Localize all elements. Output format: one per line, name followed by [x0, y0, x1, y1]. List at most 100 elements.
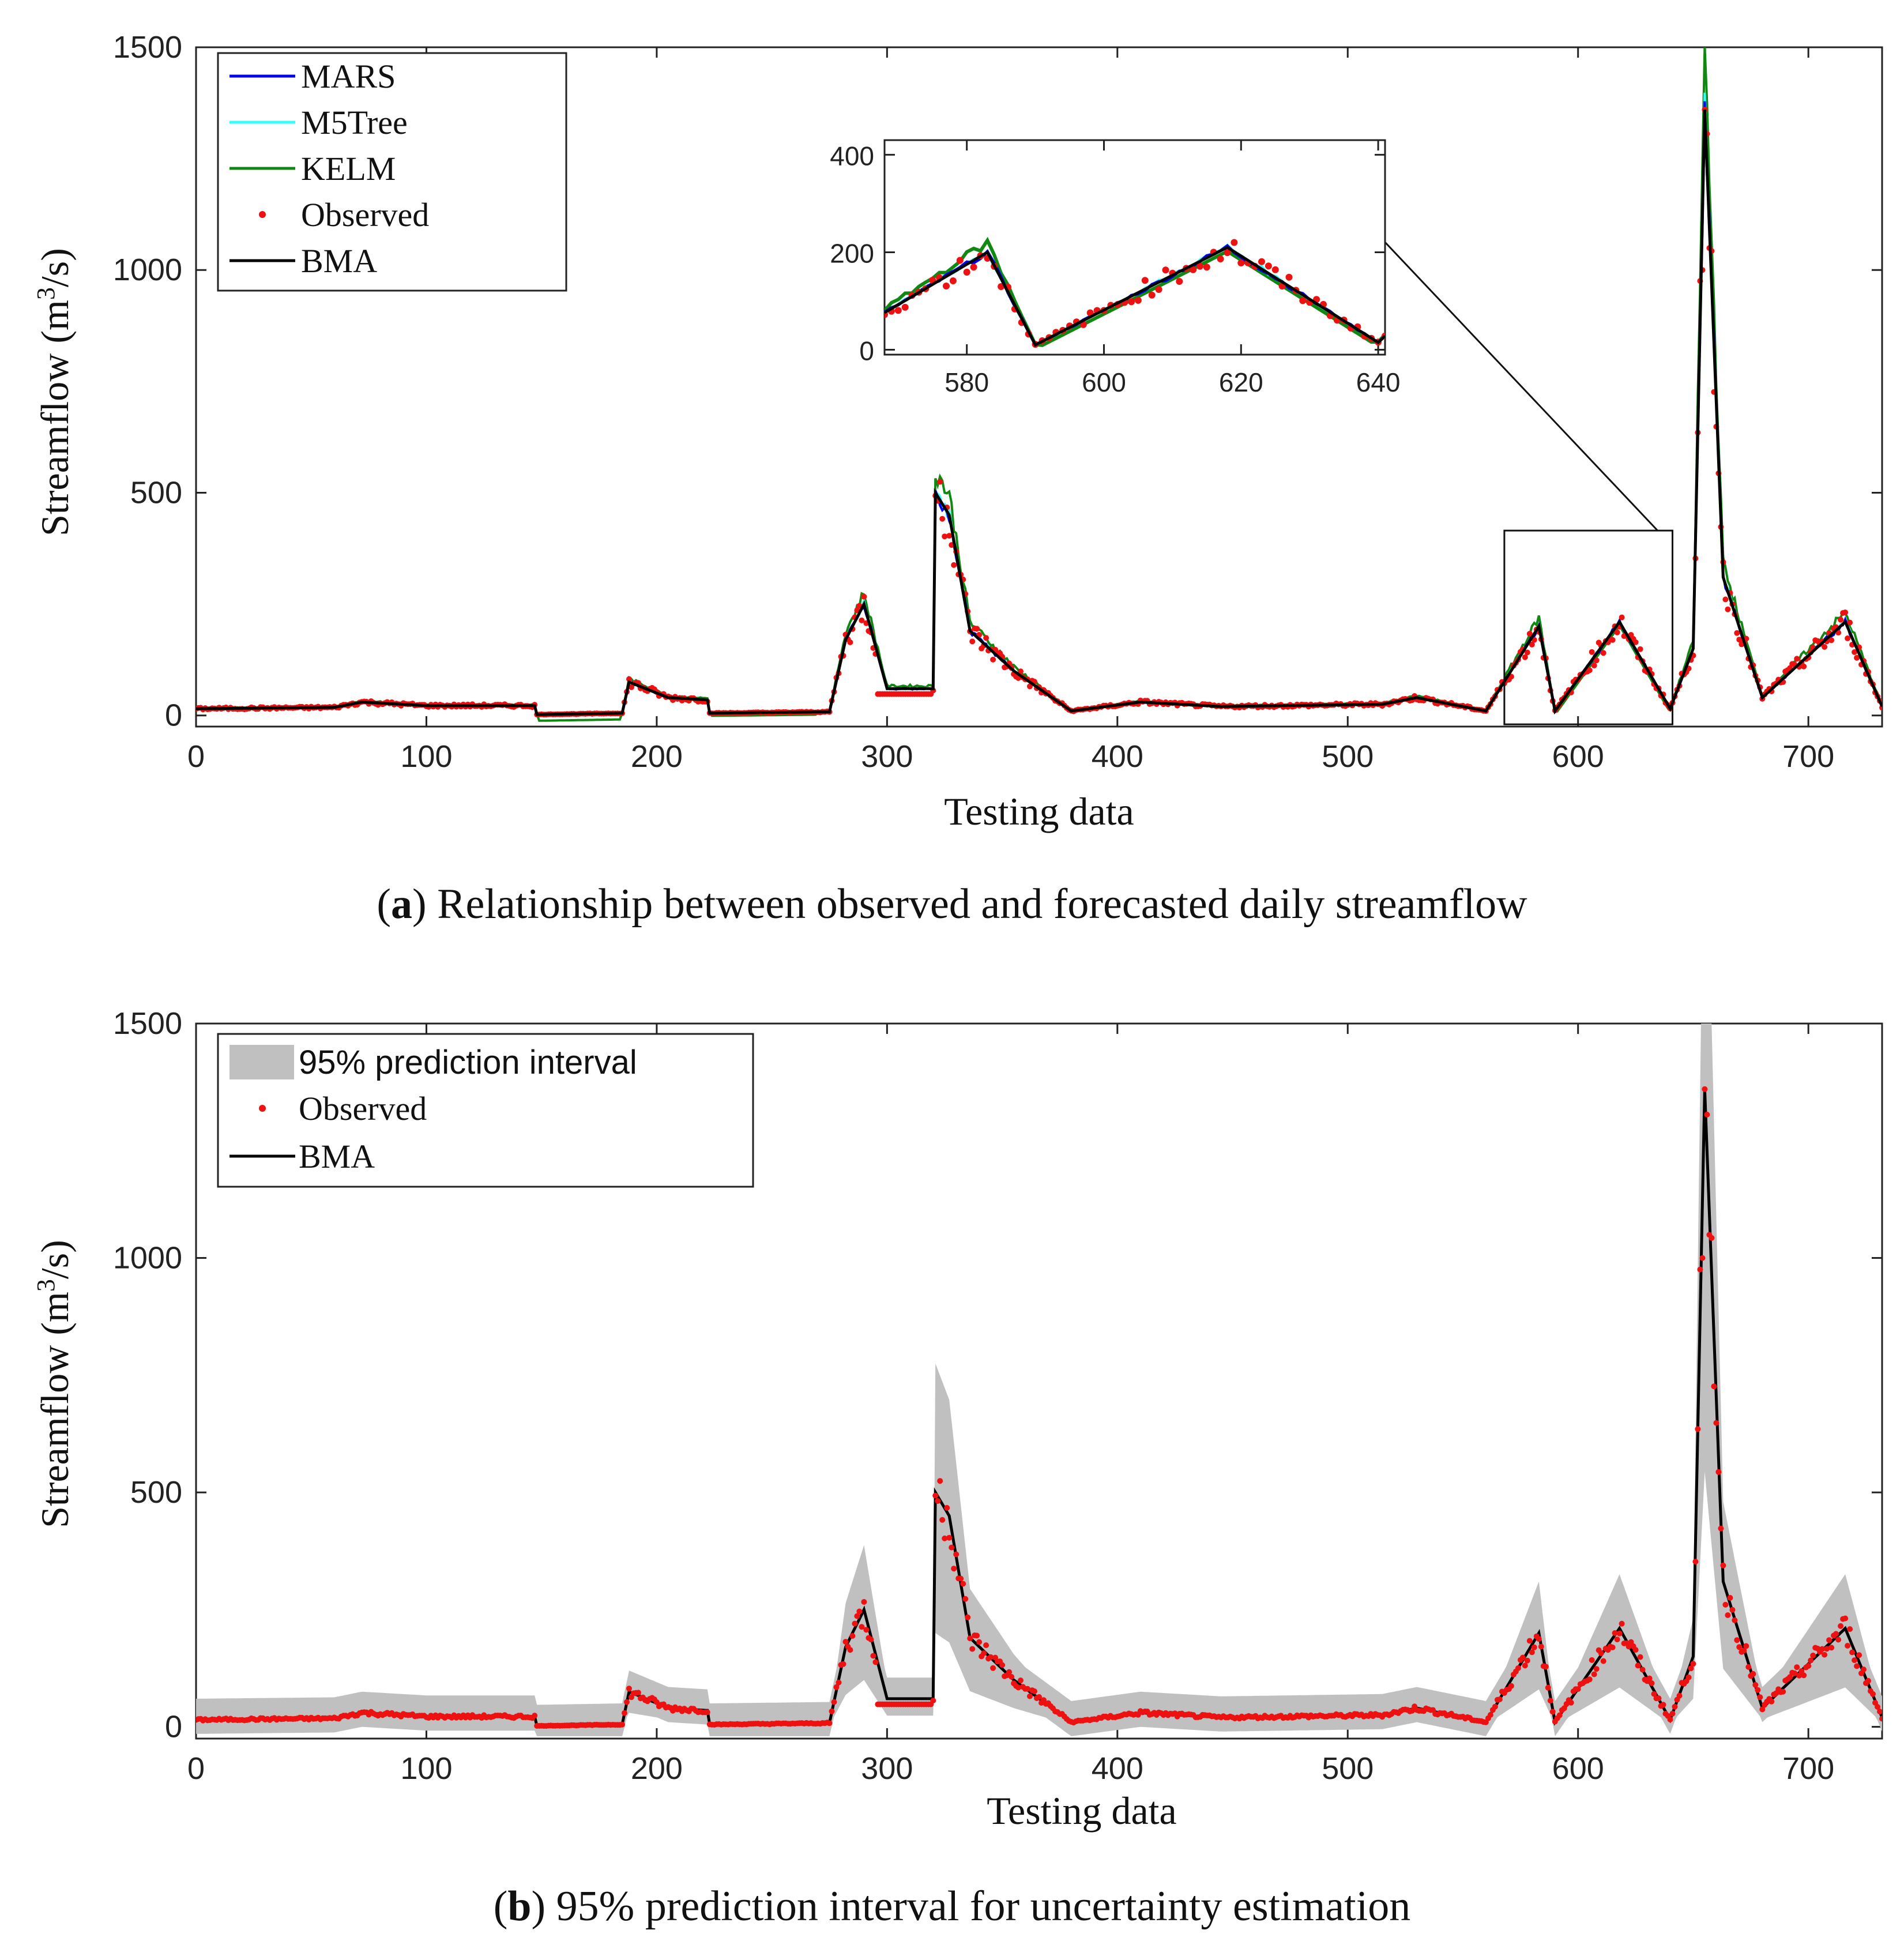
observed-point-b — [1704, 1111, 1710, 1118]
x-axis-label-a: Testing data — [944, 789, 1134, 833]
observed-point-b — [1752, 1681, 1759, 1688]
observed-point-b — [1875, 1704, 1880, 1710]
y-tick-label: 0 — [165, 1710, 182, 1744]
x-tick-label: 640 — [1356, 367, 1401, 397]
x-tick-label: 580 — [945, 367, 989, 397]
observed-point-b — [1616, 1630, 1623, 1637]
inset-observed-point — [1231, 239, 1238, 246]
observed-point — [1529, 641, 1535, 648]
observed-point-b — [1487, 1711, 1493, 1718]
legend-interval-label: 95% prediction interval — [299, 1044, 637, 1081]
observed-point-b — [840, 1661, 846, 1667]
y-tick-label: 500 — [130, 1475, 182, 1510]
inset-observed-point — [1258, 258, 1265, 265]
inset-observed-point — [1217, 255, 1224, 262]
observed-point-b — [1849, 1649, 1856, 1656]
y-tick-label: 1000 — [113, 253, 182, 287]
observed-point-b — [1759, 1706, 1766, 1713]
observed-point-b — [856, 1608, 863, 1615]
observed-point-b — [1780, 1688, 1786, 1695]
y-axis-label-b-sup: 3 — [32, 1279, 60, 1292]
inset-observed-point — [1271, 266, 1279, 273]
observed-point-b — [1750, 1671, 1756, 1677]
legend-interval-swatch — [229, 1045, 294, 1079]
observed-point-b — [847, 1647, 853, 1653]
observed-point-b — [944, 1504, 950, 1511]
inset-observed-point — [970, 264, 977, 271]
observed-point-b — [1870, 1691, 1876, 1697]
observed-point-b — [932, 1492, 939, 1499]
observed-point-b — [1027, 1693, 1033, 1699]
observed-point-b — [1856, 1652, 1862, 1658]
observed-point-b — [988, 1654, 994, 1660]
y-axis-label-a: Streamflow (m3/s) — [32, 248, 77, 536]
inset-observed-point — [956, 257, 964, 264]
x-tick-label: 600 — [1552, 739, 1604, 774]
x-tick-label: 100 — [400, 739, 452, 774]
observed-point-b — [1409, 1707, 1416, 1714]
observed-point — [937, 479, 943, 485]
x-tick-label: 100 — [400, 1751, 452, 1786]
observed-point-b — [1842, 1615, 1849, 1622]
observed-point — [1593, 657, 1600, 664]
observed-point — [1854, 654, 1860, 661]
observed-point-b — [1792, 1670, 1798, 1676]
observed-point — [1828, 637, 1835, 644]
observed-point-b — [1009, 1673, 1015, 1680]
inset-observed-point — [1141, 277, 1149, 284]
observed-point — [974, 626, 980, 632]
observed-point-b — [622, 1710, 627, 1716]
observed-point-b — [1845, 1643, 1851, 1649]
observed-point-b — [635, 1690, 641, 1696]
observed-point — [1018, 668, 1024, 675]
observed-point-b — [1025, 1686, 1030, 1692]
observed-point-b — [1496, 1696, 1503, 1702]
observed-point-b — [1755, 1687, 1761, 1693]
observed-point-b — [1593, 1666, 1600, 1672]
inset-observed-point — [1285, 273, 1293, 281]
observed-point-b — [1805, 1663, 1812, 1669]
observed-point-b — [1741, 1647, 1747, 1654]
observed-point-b — [1586, 1676, 1593, 1683]
y-tick-label: 0 — [859, 336, 874, 366]
caption-a: (a) Relationship between observed and fo… — [377, 881, 1527, 928]
legend-observed-marker-b — [259, 1105, 266, 1112]
observed-point-b — [1729, 1607, 1736, 1613]
legend-a-box — [217, 52, 567, 292]
observed-point-b — [951, 1566, 957, 1572]
observed-point-b — [930, 1698, 936, 1704]
observed-point-b — [949, 1544, 955, 1551]
x-tick-label: 500 — [1322, 1751, 1374, 1786]
observed-point-b — [939, 1517, 946, 1523]
inset-observed-point — [894, 307, 902, 314]
observed-point — [1725, 606, 1731, 612]
observed-point-b — [826, 1720, 833, 1726]
observed-point-b — [1547, 1698, 1553, 1704]
observed-point-b — [833, 1684, 840, 1690]
observed-point-b — [1865, 1677, 1871, 1684]
observed-point-b — [990, 1665, 996, 1671]
observed-point-b — [1833, 1631, 1839, 1637]
observed-point-b — [1526, 1638, 1533, 1644]
inset-observed-point — [1128, 298, 1135, 306]
observed-point — [1619, 614, 1625, 620]
observed-point-b — [619, 1721, 625, 1728]
observed-point-b — [861, 1599, 867, 1605]
observed-point-b — [935, 1498, 941, 1504]
observed-point-b — [1492, 1703, 1498, 1710]
observed-point-b — [1508, 1683, 1514, 1689]
legend-m5tree-label: M5Tree — [301, 104, 408, 141]
observed-point — [1838, 616, 1844, 623]
x-tick-label: 400 — [1092, 739, 1143, 774]
inset-observed-point — [901, 303, 909, 311]
observed-point-b — [1635, 1662, 1641, 1669]
observed-point-b — [1561, 1705, 1567, 1711]
observed-point — [1600, 650, 1606, 656]
y-tick-label: 400 — [830, 141, 874, 171]
observed-point-b — [1690, 1661, 1696, 1667]
observed-point-b — [1598, 1650, 1604, 1656]
observed-point-b — [1672, 1703, 1678, 1710]
observed-point — [951, 562, 957, 568]
observed-point-b — [1637, 1654, 1643, 1660]
observed-point-b — [1743, 1643, 1749, 1649]
